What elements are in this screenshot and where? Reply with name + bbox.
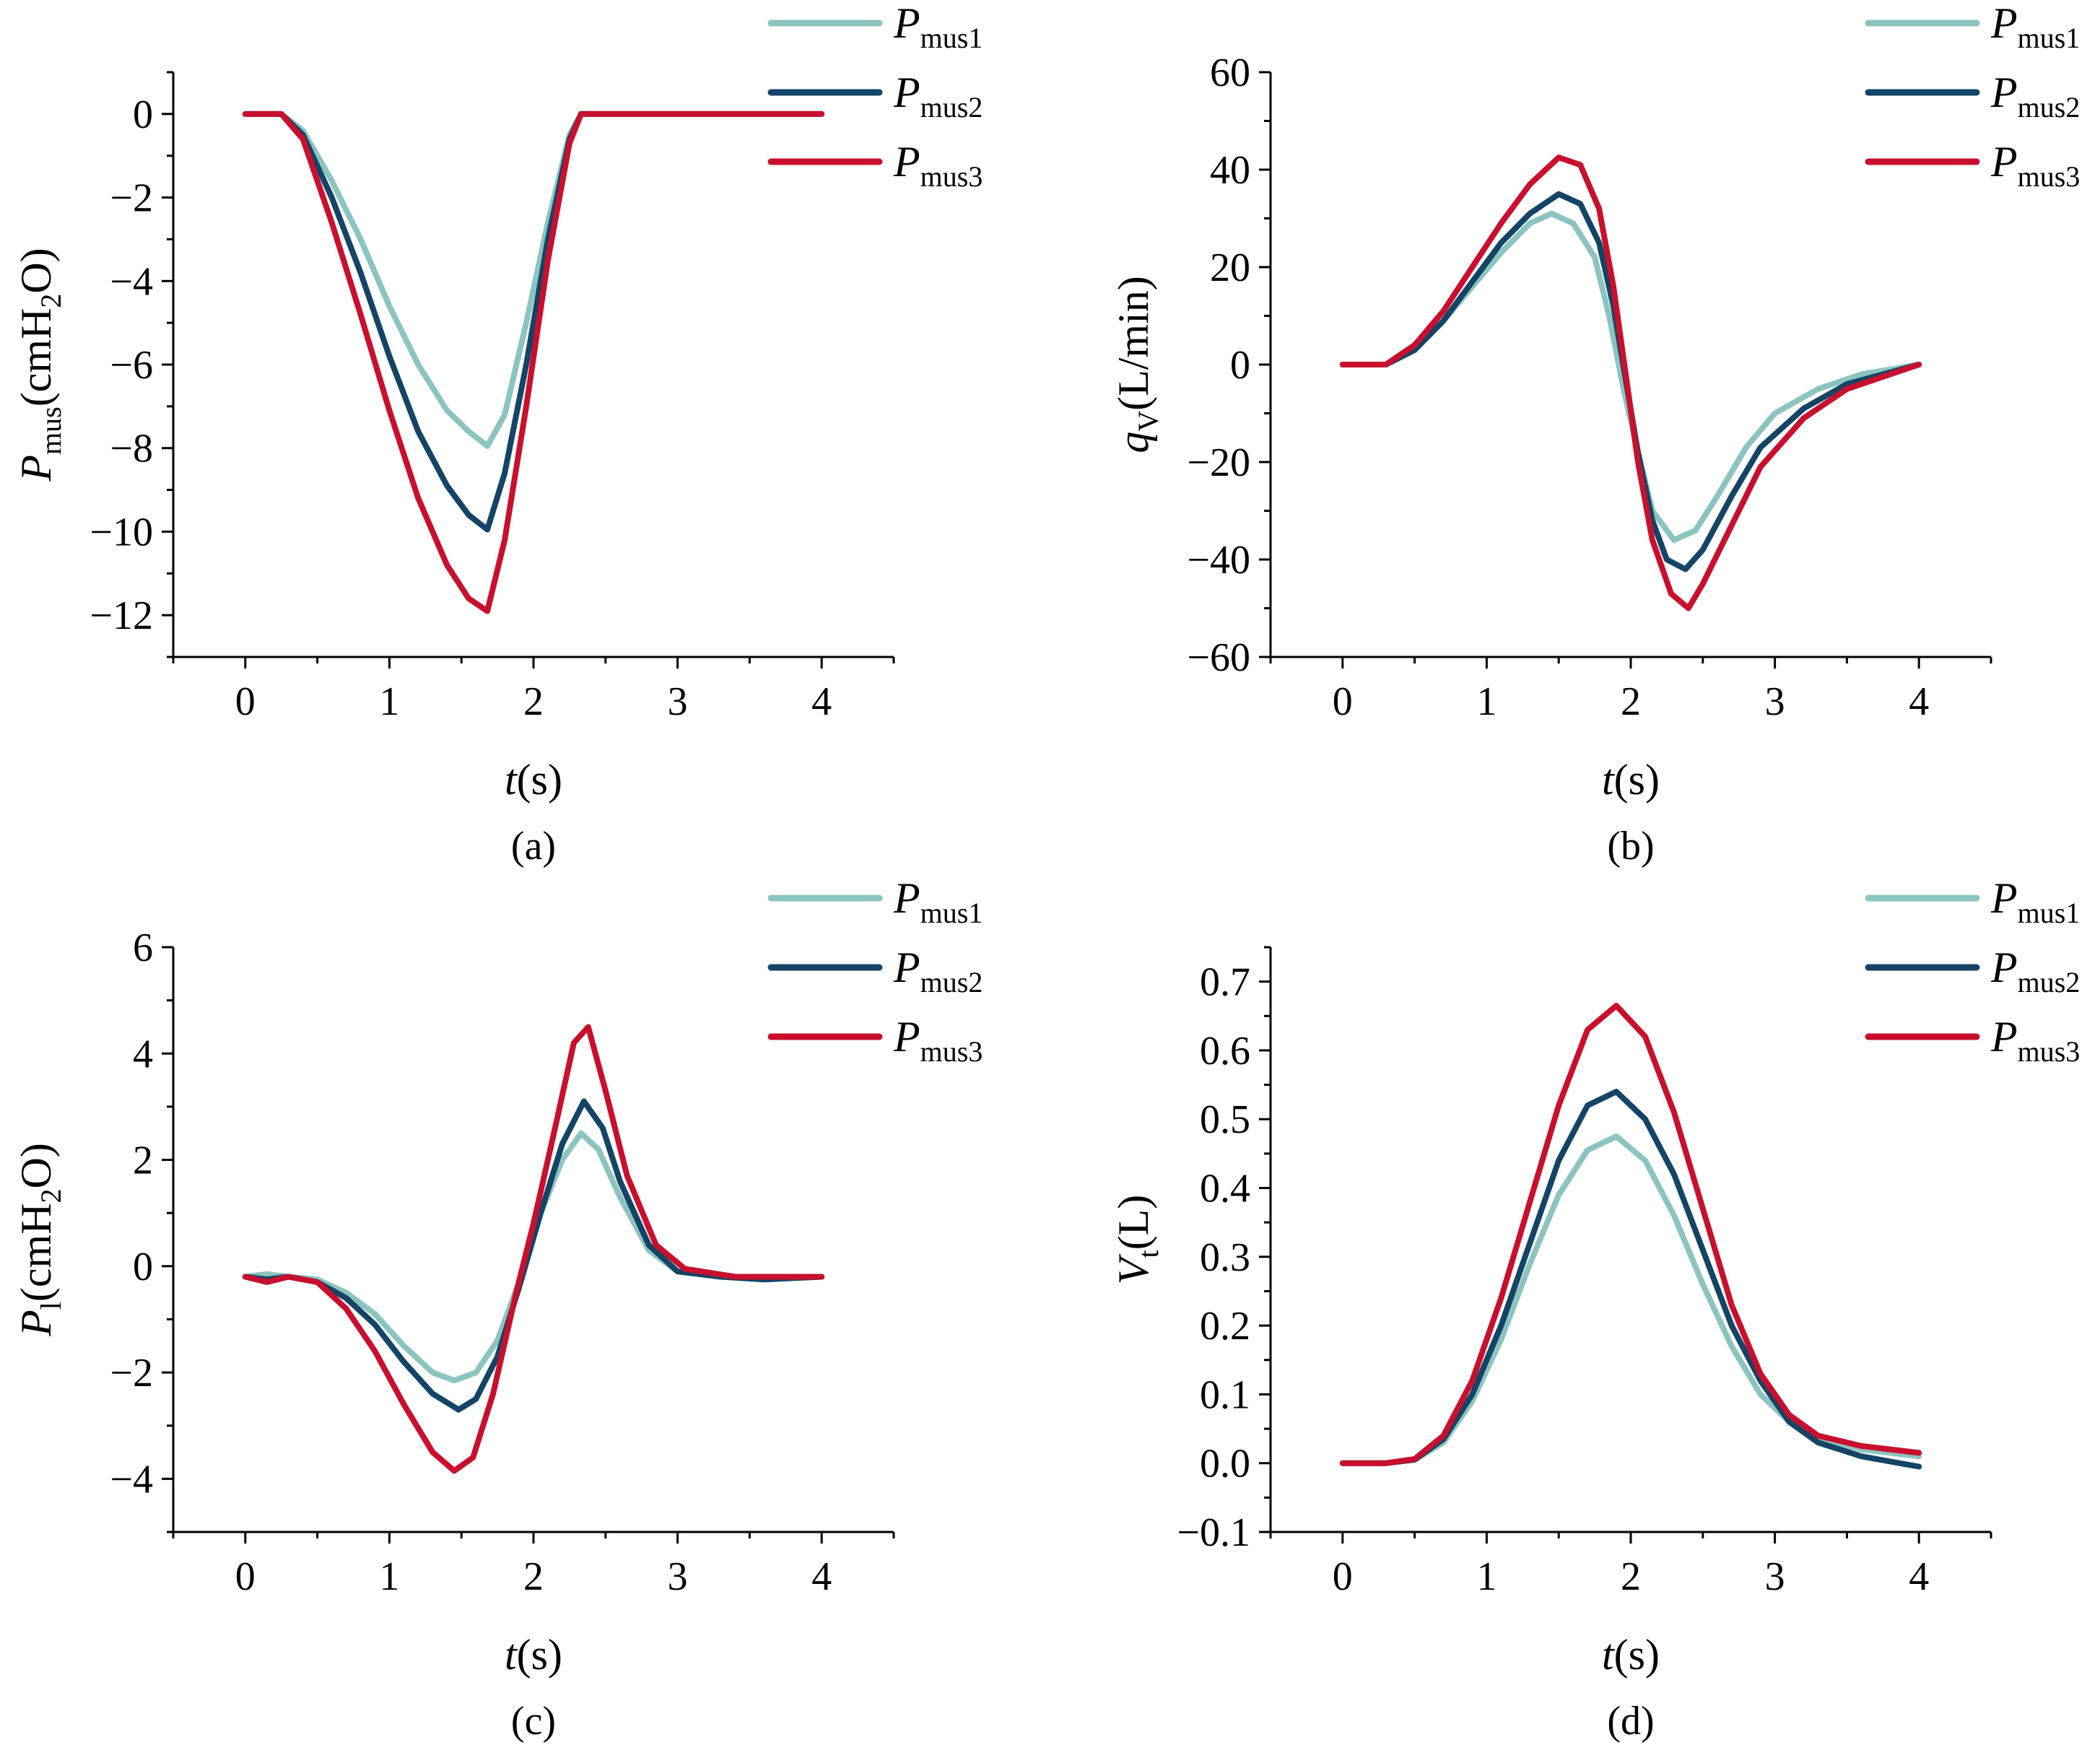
- y-tick-label: −4: [110, 1457, 153, 1502]
- legend-item-mus2: Pmus2: [767, 69, 983, 123]
- series-line-pmus1: [1339, 210, 1922, 543]
- legend-label: Pmus1: [893, 874, 983, 929]
- y-tick-label: −6: [110, 343, 153, 388]
- x-tick-label: 4: [1909, 1554, 1929, 1599]
- x-tick-label: 3: [668, 679, 688, 724]
- y-tick-label: 0.6: [1200, 1029, 1250, 1074]
- legend-label: Pmus2: [1990, 69, 2080, 123]
- y-tick-label: −20: [1187, 440, 1250, 485]
- x-tick-label: 0: [235, 679, 256, 724]
- legend-item-mus1: Pmus1: [1865, 874, 2080, 929]
- legend-label: Pmus2: [893, 69, 983, 123]
- y-tick-label: 0.7: [1200, 960, 1250, 1005]
- x-axis-label: t(s): [1602, 756, 1660, 804]
- series-line-pmus3: [242, 110, 825, 614]
- y-tick-label: 2: [133, 1139, 153, 1183]
- x-tick-label: 2: [1621, 1554, 1641, 1599]
- y-tick-label: 0: [133, 1245, 153, 1289]
- legend-label: Pmus2: [1990, 944, 2080, 998]
- x-tick-label: 0: [235, 1554, 256, 1599]
- x-tick-label: 3: [1765, 679, 1785, 724]
- legend-label: Pmus3: [893, 138, 983, 193]
- panel-c: 0 1 2 3 4 6 4 2 0 −2 −4 Pmus1 Pmus2 Pmus3 t(s) Pl(cmH2O…: [12, 874, 983, 1744]
- legend-item-mus3: Pmus3: [1865, 1013, 2080, 1068]
- x-tick-label: 3: [1765, 1554, 1785, 1599]
- y-axis-label: qV(L/min): [1110, 276, 1164, 453]
- y-tick-label: 0.1: [1200, 1372, 1250, 1417]
- y-tick-label: −12: [90, 593, 153, 638]
- y-tick-label: 60: [1210, 51, 1250, 95]
- y-tick-label: 20: [1210, 245, 1250, 290]
- legend-item-mus3: Pmus3: [1865, 138, 2080, 193]
- x-tick-label: 2: [523, 679, 544, 724]
- legend-label: Pmus3: [1990, 138, 2080, 193]
- panel-label: (c): [511, 1699, 556, 1744]
- x-tick-label: 3: [668, 1554, 688, 1599]
- x-axis-label: t(s): [505, 1631, 562, 1679]
- y-tick-label: 0: [1230, 343, 1250, 388]
- y-tick-label: −10: [90, 510, 153, 554]
- x-tick-label: 1: [379, 1554, 399, 1599]
- y-tick-label: 0: [133, 92, 153, 137]
- series-line-pmus3: [242, 1024, 825, 1474]
- series-line-pmus3: [1339, 154, 1922, 611]
- series-line-pmus2: [242, 1098, 825, 1413]
- legend-item-mus2: Pmus2: [1865, 944, 2080, 998]
- y-tick-label: −40: [1187, 538, 1250, 583]
- y-tick-label: 0.3: [1200, 1235, 1250, 1280]
- y-tick-label: −60: [1187, 635, 1250, 680]
- x-tick-label: 2: [1621, 679, 1641, 724]
- x-axis-label: t(s): [505, 756, 562, 804]
- y-axis-label: Vt(L): [1110, 1195, 1164, 1284]
- legend-item-mus2: Pmus2: [1865, 69, 2080, 123]
- y-tick-label: 6: [133, 926, 153, 970]
- legend-item-mus3: Pmus3: [767, 138, 983, 193]
- panel-b: 0 1 2 3 4 60 40 20 0 −20 −40 −60 Pmus1 Pmus2 Pmus3 t(s)…: [1110, 0, 2080, 869]
- y-tick-label: 40: [1210, 148, 1250, 193]
- series-line-pmus3: [1339, 1003, 1922, 1466]
- legend-label: Pmus3: [893, 1013, 983, 1068]
- series-line-pmus1: [242, 110, 825, 449]
- x-tick-label: 2: [523, 1554, 544, 1599]
- series-line-pmus1: [1339, 1133, 1922, 1466]
- y-tick-label: 0.5: [1200, 1097, 1250, 1142]
- panel-label: (b): [1607, 824, 1654, 869]
- x-tick-label: 1: [1476, 1554, 1496, 1599]
- y-tick-label: 0.2: [1200, 1304, 1250, 1349]
- y-tick-label: −2: [110, 1351, 153, 1396]
- panel-d: 0 1 2 3 4 0.7 0.6 0.5 0.4 0.3 0.2 0.1 0.0 −0.1 Pmus1 Pm…: [1110, 874, 2080, 1744]
- y-tick-label: −4: [110, 259, 153, 304]
- panel-label: (a): [511, 824, 556, 869]
- panel-a: 0 1 2 3 4 0 −2 −4 −6 −8 −10 −12 Pmus1 Pmus2 Pmus3 t(s) P…: [12, 0, 983, 869]
- x-tick-label: 1: [379, 679, 399, 724]
- y-tick-label: 0.0: [1200, 1442, 1250, 1486]
- legend-label: Pmus2: [893, 944, 983, 998]
- y-axis-label: Pl(cmH2O): [12, 1143, 67, 1337]
- x-tick-label: 4: [1909, 679, 1929, 724]
- legend-item-mus3: Pmus3: [767, 1013, 983, 1068]
- y-tick-label: 0.4: [1200, 1167, 1250, 1211]
- y-tick-label: 4: [133, 1032, 153, 1076]
- legend-label: Pmus1: [893, 0, 983, 54]
- panel-label: (d): [1607, 1699, 1654, 1744]
- legend-item-mus1: Pmus1: [1865, 0, 2080, 54]
- legend-label: Pmus1: [1990, 874, 2080, 929]
- legend-item-mus1: Pmus1: [767, 0, 983, 54]
- y-tick-label: −2: [110, 176, 153, 221]
- y-axis-label: Pmus(cmH2O): [12, 248, 67, 482]
- x-tick-label: 4: [811, 1554, 832, 1599]
- x-tick-label: 0: [1333, 1554, 1353, 1599]
- x-tick-label: 4: [811, 679, 832, 724]
- legend-item-mus1: Pmus1: [767, 874, 983, 929]
- series-line-pmus1: [242, 1130, 825, 1384]
- x-tick-label: 0: [1333, 679, 1353, 724]
- x-axis-label: t(s): [1602, 1631, 1660, 1679]
- y-tick-label: −8: [110, 427, 153, 471]
- legend-item-mus2: Pmus2: [767, 944, 983, 998]
- y-tick-label: −0.1: [1177, 1510, 1250, 1555]
- legend-label: Pmus3: [1990, 1013, 2080, 1068]
- x-tick-label: 1: [1476, 679, 1496, 724]
- legend-label: Pmus1: [1990, 0, 2080, 54]
